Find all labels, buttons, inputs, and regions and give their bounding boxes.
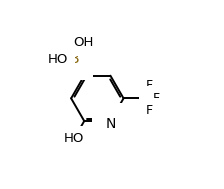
Text: HO: HO: [48, 53, 68, 66]
Text: OH: OH: [73, 36, 94, 49]
Text: N: N: [106, 117, 116, 131]
Text: B: B: [70, 52, 80, 66]
Text: F: F: [153, 92, 160, 105]
Text: F: F: [146, 104, 153, 117]
Text: HO: HO: [64, 132, 84, 145]
Text: F: F: [146, 79, 153, 92]
